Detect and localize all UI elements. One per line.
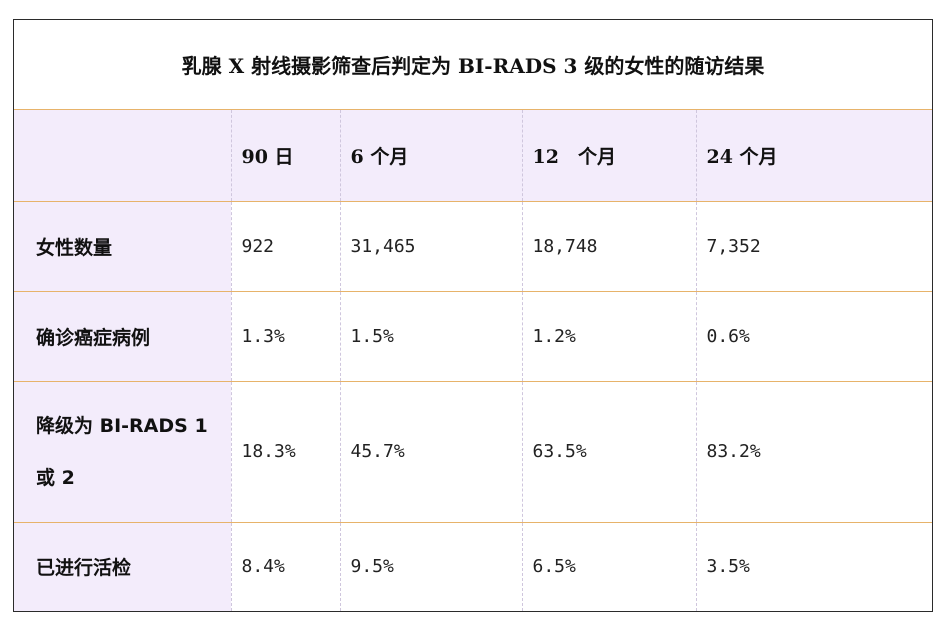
table-cell: 0.6% — [696, 291, 932, 382]
table-row: 降级为 BI-RADS 1 或 2 18.3% 45.7% 63.5% 83.2… — [14, 381, 932, 523]
table-cell: 1.5% — [340, 291, 523, 382]
results-table: 90 日 6 个月 12 个月 24 个月 女性数量 922 31,465 18… — [14, 110, 932, 611]
table-cell: 63.5% — [522, 381, 697, 523]
table-cell: 922 — [231, 201, 341, 292]
header-cell-90-days: 90 日 — [231, 110, 341, 202]
header-cell-empty — [14, 110, 232, 202]
table-cell: 31,465 — [340, 201, 523, 292]
header-cell-6-months: 6 个月 — [340, 110, 523, 202]
table-cell: 83.2% — [696, 381, 932, 523]
row-label-downgraded: 降级为 BI-RADS 1 或 2 — [14, 381, 232, 523]
table-cell: 1.2% — [522, 291, 697, 382]
table-cell: 6.5% — [522, 522, 697, 611]
table-cell: 18,748 — [522, 201, 697, 292]
table-cell: 1.3% — [231, 291, 341, 382]
table-row: 女性数量 922 31,465 18,748 7,352 — [14, 201, 932, 292]
table-row: 已进行活检 8.4% 9.5% 6.5% 3.5% — [14, 522, 932, 611]
table-cell: 18.3% — [231, 381, 341, 523]
header-cell-24-months: 24 个月 — [696, 110, 932, 202]
table-cell: 9.5% — [340, 522, 523, 611]
table-row: 确诊癌症病例 1.3% 1.5% 1.2% 0.6% — [14, 291, 932, 382]
row-label-cancer-cases: 确诊癌症病例 — [14, 291, 232, 382]
table-cell: 3.5% — [706, 556, 750, 578]
table-title: 乳腺 X 射线摄影筛查后判定为 BI-RADS 3 级的女性的随访结果 — [14, 20, 932, 110]
table-cell: 45.7% — [340, 381, 523, 523]
header-row: 90 日 6 个月 12 个月 24 个月 — [14, 110, 932, 202]
row-label-women-count: 女性数量 — [14, 201, 232, 292]
table-cell: 7,352 — [696, 201, 932, 292]
header-cell-12-months: 12 个月 — [522, 110, 697, 202]
row-label-biopsy: 已进行活检 — [14, 522, 232, 611]
results-table-frame: 乳腺 X 射线摄影筛查后判定为 BI-RADS 3 级的女性的随访结果 90 日… — [13, 19, 933, 612]
table-cell: 8.4% — [231, 522, 341, 611]
